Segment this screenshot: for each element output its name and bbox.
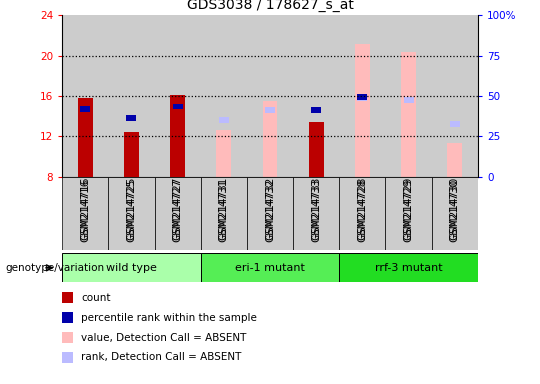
Bar	[386, 15, 431, 177]
Text: GSM214732: GSM214732	[265, 179, 275, 242]
Bar	[293, 177, 339, 250]
Bar	[62, 177, 109, 250]
Bar	[262, 101, 278, 177]
Text: GSM214730: GSM214730	[450, 179, 460, 242]
Bar	[450, 121, 460, 127]
Bar	[154, 15, 201, 177]
Text: GSM214729: GSM214729	[403, 177, 414, 240]
Bar	[448, 143, 462, 177]
Bar	[339, 253, 478, 282]
Bar	[403, 97, 414, 103]
Text: GSM214728: GSM214728	[357, 177, 367, 240]
Text: count: count	[81, 293, 111, 303]
Bar	[219, 118, 229, 123]
Bar	[124, 132, 139, 177]
Text: GSM214725: GSM214725	[126, 177, 137, 240]
Bar	[357, 94, 368, 100]
Text: wild type: wild type	[106, 263, 157, 273]
Bar	[109, 15, 154, 177]
Bar	[78, 98, 92, 177]
Title: GDS3038 / 178627_s_at: GDS3038 / 178627_s_at	[186, 0, 354, 12]
Bar	[217, 130, 231, 177]
Text: GSM214716: GSM214716	[80, 179, 90, 242]
Text: rank, Detection Call = ABSENT: rank, Detection Call = ABSENT	[81, 353, 241, 362]
Bar	[357, 95, 368, 101]
Bar	[311, 108, 321, 113]
Bar	[355, 44, 370, 177]
Bar	[201, 177, 247, 250]
Bar	[201, 253, 339, 282]
Bar	[339, 15, 386, 177]
Text: GSM214727: GSM214727	[173, 179, 183, 242]
Bar	[293, 15, 339, 177]
Text: GSM214729: GSM214729	[403, 179, 414, 242]
Bar	[154, 177, 201, 250]
Bar	[339, 177, 386, 250]
Text: GSM214731: GSM214731	[219, 177, 229, 240]
Bar	[126, 116, 137, 121]
Text: GSM214716: GSM214716	[80, 177, 90, 240]
Text: GSM214733: GSM214733	[311, 179, 321, 242]
Bar	[247, 177, 293, 250]
Text: GSM214731: GSM214731	[219, 179, 229, 242]
Bar	[265, 108, 275, 113]
Bar	[201, 15, 247, 177]
Bar	[62, 253, 201, 282]
Text: GSM214732: GSM214732	[265, 177, 275, 240]
Bar	[62, 15, 109, 177]
Text: GSM214728: GSM214728	[357, 179, 367, 242]
Bar	[170, 95, 185, 177]
Text: eri-1 mutant: eri-1 mutant	[235, 263, 305, 273]
Bar	[172, 104, 183, 109]
Bar	[109, 177, 154, 250]
Bar	[386, 177, 431, 250]
Text: percentile rank within the sample: percentile rank within the sample	[81, 313, 257, 323]
Bar	[431, 15, 478, 177]
Text: GSM214727: GSM214727	[173, 177, 183, 240]
Text: value, Detection Call = ABSENT: value, Detection Call = ABSENT	[81, 333, 246, 343]
Bar	[80, 106, 90, 112]
Text: GSM214725: GSM214725	[126, 179, 137, 242]
Text: GSM214730: GSM214730	[450, 177, 460, 240]
Bar	[401, 52, 416, 177]
Text: rrf-3 mutant: rrf-3 mutant	[375, 263, 442, 273]
Bar	[247, 15, 293, 177]
Bar	[309, 122, 323, 177]
Text: genotype/variation: genotype/variation	[5, 263, 105, 273]
Bar	[431, 177, 478, 250]
Text: GSM214733: GSM214733	[311, 177, 321, 240]
